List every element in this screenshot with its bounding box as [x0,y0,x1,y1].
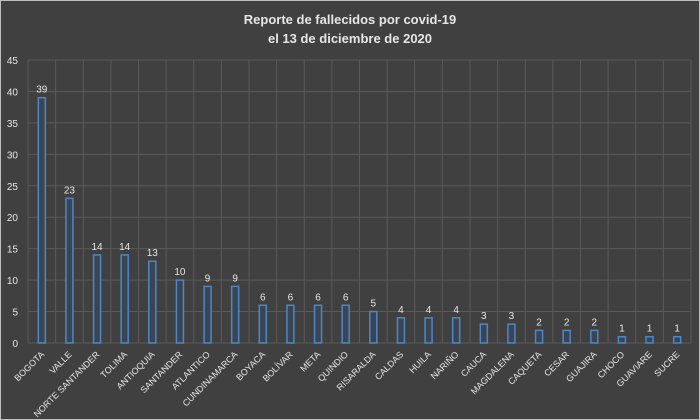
x-tick-label: BOLÍVAR [261,349,296,384]
data-label: 2 [592,317,598,328]
x-tick-label: META [298,349,322,373]
y-tick-label: 30 [7,150,19,161]
bar [424,317,433,344]
data-label: 14 [119,242,131,253]
x-tick-label: BOGOTA [12,349,46,383]
data-label: 6 [315,292,321,303]
data-label: 6 [288,292,294,303]
bar [451,317,461,344]
bar [286,304,295,344]
data-label: 1 [674,324,680,335]
bar [369,310,378,344]
bar [534,329,544,344]
y-tick-label: 10 [7,276,19,287]
data-label: 6 [260,292,266,303]
bar [92,254,102,344]
data-label: 2 [536,317,542,328]
data-label: 9 [205,273,211,284]
data-label: 3 [481,311,487,322]
data-label: 6 [343,292,349,303]
x-tick-label: NARIÑO [429,349,461,381]
y-tick-label: 5 [12,308,18,319]
x-tick-label: SUCRE [652,349,681,378]
bar [37,96,47,344]
bar [479,323,489,344]
bar [65,197,74,344]
bar [230,285,240,344]
bar [258,304,268,344]
data-label: 13 [147,248,159,259]
data-label: 1 [619,324,625,335]
data-label: 1 [647,324,653,335]
data-label: 4 [398,305,404,316]
y-tick-label: 45 [7,56,19,67]
data-label: 4 [426,305,432,316]
x-tick-label: HUILA [407,349,433,375]
bar [672,335,682,344]
x-tick-label: CALDAS [373,349,406,382]
data-label: 2 [564,317,570,328]
y-tick-label: 40 [7,87,19,98]
bar [645,335,654,344]
chart-subtitle: el 13 de diciembre de 2020 [268,31,432,46]
y-tick-label: 0 [12,339,18,350]
bar [617,335,627,344]
x-tick-label: VALLE [47,349,73,375]
data-label: 5 [371,299,377,310]
data-label: 23 [64,185,76,196]
y-tick-label: 25 [7,182,19,193]
data-label: 3 [509,311,515,322]
data-label: 10 [174,267,186,278]
bar [175,279,185,344]
bar [148,260,157,344]
bar [120,254,129,344]
bar [590,329,599,344]
data-label: 39 [36,85,48,96]
y-tick-label: 35 [7,119,19,130]
chart-title: Reporte de fallecidos por covid-19 [244,12,456,27]
y-tick-label: 20 [7,213,19,224]
bar [507,323,516,344]
x-tick-label: GUAJIRA [564,349,599,384]
data-label: 14 [92,242,104,253]
bar [396,317,406,344]
bar [341,304,350,344]
data-label: 9 [232,273,238,284]
bar [562,329,571,344]
bar [313,304,323,344]
y-tick-label: 15 [7,245,19,256]
data-label: 4 [453,305,459,316]
bar [203,285,212,344]
